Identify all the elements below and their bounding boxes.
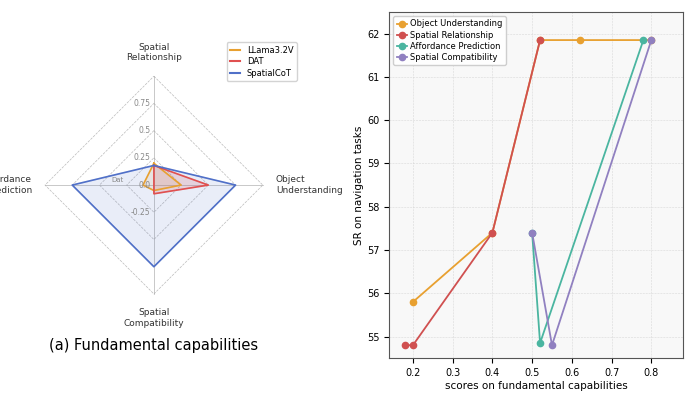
- Text: 0.25: 0.25: [134, 153, 150, 162]
- Text: Spatial
Compatibility: Spatial Compatibility: [124, 308, 184, 328]
- Line: Object Understanding: Object Understanding: [410, 37, 654, 305]
- Legend: Object Understanding, Spatial Relationship, Affordance Prediction, Spatial Compa: Object Understanding, Spatial Relationsh…: [393, 16, 506, 65]
- Text: 0.5: 0.5: [139, 126, 150, 135]
- Y-axis label: SR on navigation tasks: SR on navigation tasks: [354, 125, 364, 245]
- Object Understanding: [536, 38, 544, 43]
- Spatial Relationship: [401, 343, 409, 347]
- Object Understanding: [575, 38, 584, 43]
- Spatial Relationship: [489, 230, 497, 235]
- Spatial Relationship: [536, 38, 544, 43]
- Polygon shape: [143, 163, 181, 191]
- Affordance Prediction: [536, 341, 544, 345]
- Object Understanding: [489, 230, 497, 235]
- X-axis label: scores on fundamental capabilities: scores on fundamental capabilities: [445, 381, 627, 391]
- Polygon shape: [154, 166, 208, 194]
- Text: 0.0: 0.0: [139, 181, 150, 189]
- Line: Spatial Relationship: Spatial Relationship: [402, 37, 543, 348]
- Spatial Compatibility: [528, 230, 536, 235]
- Spatial Compatibility: [548, 343, 556, 347]
- Text: -0.25: -0.25: [131, 208, 150, 217]
- Text: Affordance
Prediction: Affordance Prediction: [0, 176, 32, 195]
- Object Understanding: [647, 38, 655, 43]
- Affordance Prediction: [639, 38, 647, 43]
- Object Understanding: [408, 300, 417, 304]
- Spatial Relationship: [408, 343, 417, 347]
- Affordance Prediction: [528, 230, 536, 235]
- Text: 0.75: 0.75: [134, 99, 150, 108]
- Text: Dat: Dat: [111, 177, 124, 183]
- Legend: LLama3.2V, DAT, SpatialCoT: LLama3.2V, DAT, SpatialCoT: [227, 42, 297, 81]
- Text: Spatial
Relationship: Spatial Relationship: [126, 43, 182, 62]
- Polygon shape: [72, 166, 235, 267]
- Line: Spatial Compatibility: Spatial Compatibility: [529, 37, 654, 348]
- Spatial Compatibility: [647, 38, 655, 43]
- Text: (a) Fundamental capabilities: (a) Fundamental capabilities: [50, 338, 259, 353]
- Line: Affordance Prediction: Affordance Prediction: [529, 37, 647, 346]
- Text: Object
Understanding: Object Understanding: [276, 176, 343, 195]
